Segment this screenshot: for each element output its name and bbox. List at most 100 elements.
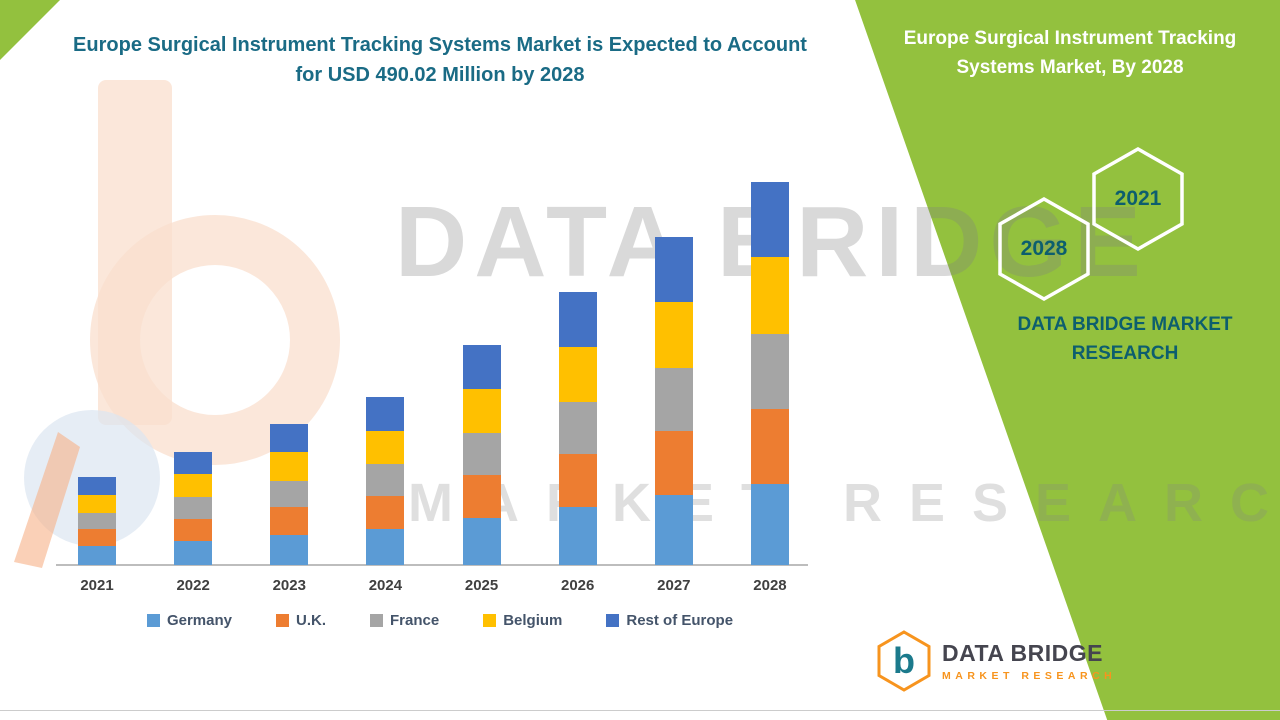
bar-segment-france [654,368,693,432]
x-axis-label: 2021 [80,577,114,594]
hexagon-year-2021: 2021 [1114,187,1162,210]
bar-segment-u-k [270,507,309,535]
bar-segment-germany [750,484,789,565]
bar-segment-rest-of-europe [750,182,789,258]
stacked-bar-2025 [462,345,501,565]
bar-segment-belgium [270,452,309,481]
legend-item-rest-of-europe: Rest of Europe [606,612,733,629]
bar-segment-belgium [366,430,405,465]
x-axis-line [56,564,808,566]
legend-label: Rest of Europe [626,612,734,629]
bar-segment-germany [654,495,693,565]
stacked-bar-2021 [78,477,116,565]
bar-segment-rest-of-europe [78,477,116,495]
legend-item-belgium: Belgium [483,612,562,629]
bar-segment-france [750,334,789,409]
footer-brand-text: DATA BRIDGE MARKET RESEARCH [942,640,1116,682]
legend-label: Germany [166,612,232,629]
bar-segment-germany [462,518,501,565]
bar-segment-germany [270,534,309,565]
watermark-logo-bowl [90,215,340,465]
bar-segment-belgium [558,347,597,402]
legend: Germany U.K. France Belgium Rest of Europe [60,612,820,629]
hexagon-outline-icon [1092,147,1184,251]
x-axis-label: 2022 [176,577,210,594]
bar-segment-belgium [78,494,116,513]
bar-segment-u-k [366,496,405,529]
legend-swatch-icon [483,614,497,627]
bar-segment-germany [558,507,597,565]
legend-label: France [389,612,440,629]
legend-item-france: France [369,612,440,629]
bar-segment-france [366,464,405,497]
stacked-bar-2023 [270,424,309,565]
bar-column-2024: 2024 [337,170,433,600]
bar-column-2026: 2026 [530,170,626,600]
bar-column-2028: 2028 [722,170,818,600]
legend-swatch-icon [275,614,289,627]
legend-label: Belgium [503,612,563,629]
bottom-divider-line [0,710,1280,711]
plot-area: 2021 2022 2023 2024 2025 2026 2027 2028 [60,170,820,600]
hexagon-badge-2021: 2021 [1091,147,1185,251]
x-axis-label: 2025 [464,577,499,594]
bar-segment-belgium [174,474,213,498]
legend-swatch-icon [369,614,383,627]
footer-brand-tagline: MARKET RESEARCH [942,670,1117,682]
bar-segment-u-k [78,529,116,547]
hexagon-year-2028: 2028 [1020,237,1068,260]
bar-column-2021: 2021 [49,170,145,600]
legend-swatch-icon [606,614,620,627]
x-axis-label: 2026 [561,577,595,594]
x-axis-label: 2028 [753,577,787,594]
bar-segment-rest-of-europe [366,397,405,431]
bar-segment-germany [366,529,405,565]
chart-title: Europe Surgical Instrument Tracking Syst… [73,34,807,86]
bar-segment-u-k [750,408,789,484]
stacked-bar-2026 [558,292,597,565]
legend-item-germany: Germany [146,612,232,629]
right-panel-brand-text: DATA BRIDGE MARKET RESEARCH [1017,314,1233,365]
bar-segment-belgium [750,257,789,335]
brand-hexagon-icon: b [877,630,931,692]
bar-segment-u-k [462,475,501,519]
bar-segment-germany [78,546,116,565]
bar-segment-germany [174,540,213,565]
x-axis-label: 2023 [272,577,306,594]
bar-segment-france [78,512,116,530]
legend-item-u-k: U.K. [275,612,326,629]
bar-segment-france [462,432,501,476]
bar-segment-rest-of-europe [270,424,309,453]
right-panel-title: Europe Surgical Instrument Tracking Syst… [903,28,1237,79]
bar-segment-france [270,480,309,508]
brand-letter: b [893,640,915,681]
stacked-bar-2028 [750,182,789,565]
bar-segment-france [174,497,213,519]
bar-column-2027: 2027 [626,170,722,600]
bar-segment-belgium [654,302,693,369]
bar-segment-rest-of-europe [654,236,693,303]
legend-label: U.K. [295,612,326,629]
stacked-bar-2027 [654,236,693,565]
watermark-logo-orange-wedge [14,432,80,568]
legend-swatch-icon [146,614,160,627]
bar-segment-belgium [462,389,501,433]
stacked-bar-2022 [174,451,213,565]
hexagon-outline-icon [998,197,1090,301]
bar-segment-rest-of-europe [462,345,501,390]
stacked-bar-2024 [366,397,405,565]
bar-segment-france [558,401,597,455]
bar-column-2023: 2023 [241,170,337,600]
bar-segment-u-k [558,454,597,508]
watermark-text-line2: MARKET RESEARCH [408,473,1280,533]
x-axis-label: 2024 [368,577,403,594]
bar-segment-u-k [174,518,213,541]
footer-brand-name: DATA BRIDGE [942,640,1103,666]
bar-column-2022: 2022 [145,170,241,600]
bar-segment-u-k [654,431,693,496]
x-axis-label: 2027 [657,577,691,594]
bar-column-2025: 2025 [434,170,530,600]
bar-segment-rest-of-europe [558,292,597,348]
footer-brand-logo: b DATA BRIDGE MARKET RESEARCH [876,630,1116,692]
